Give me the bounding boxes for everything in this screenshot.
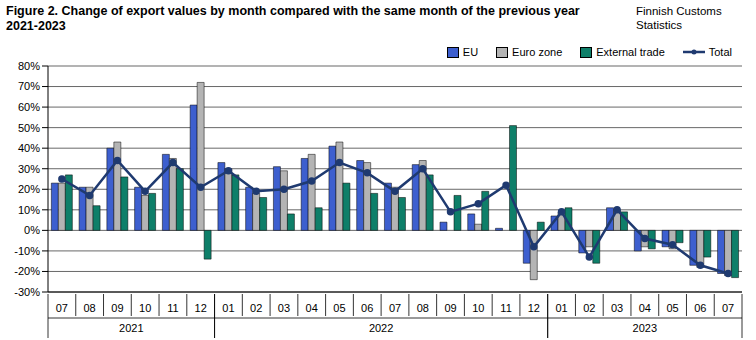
svg-text:20%: 20% [18,183,40,195]
svg-text:06: 06 [361,302,373,314]
svg-text:06: 06 [694,302,706,314]
svg-text:70%: 70% [18,80,40,92]
html-text:External trade: External trade [596,46,665,58]
html-text:EU: EU [462,46,479,58]
svg-text:05: 05 [333,302,345,314]
svg-text:12: 12 [195,302,207,314]
svg-text:10: 10 [139,302,151,314]
svg-text:60%: 60% [18,101,40,113]
svg-text:07: 07 [389,302,401,314]
svg-text:2022: 2022 [369,322,393,334]
svg-text:04: 04 [639,302,651,314]
svg-text:02: 02 [583,302,595,314]
html-text:Total: Total [708,46,732,58]
svg-text:10%: 10% [18,204,40,216]
svg-text:05: 05 [666,302,678,314]
svg-text:2023: 2023 [633,322,657,334]
svg-text:02: 02 [250,302,262,314]
svg-text:40%: 40% [18,142,40,154]
svg-text:-20%: -20% [14,265,40,277]
svg-text:08: 08 [417,302,429,314]
svg-text:08: 08 [84,302,96,314]
svg-text:10: 10 [472,302,484,314]
svg-text:09: 09 [111,302,123,314]
svg-text:30%: 30% [18,163,40,175]
svg-text:50%: 50% [18,122,40,134]
svg-text:-30%: -30% [14,286,40,298]
svg-text:07: 07 [56,302,68,314]
svg-text:01: 01 [555,302,567,314]
svg-text:11: 11 [500,302,511,314]
svg-text:04: 04 [306,302,318,314]
svg-text:12: 12 [528,302,540,314]
svg-text:-10%: -10% [14,245,40,257]
svg-text:0%: 0% [24,224,40,236]
svg-text:09: 09 [444,302,456,314]
html-text:Figure 2. Change of export val: Figure 2. Change of export values by mon… [6,4,580,33]
svg-text:07: 07 [722,302,734,314]
svg-text:11: 11 [167,302,178,314]
html-text:Finnish Customs Statistics: Finnish Customs Statistics [636,5,722,31]
svg-text:03: 03 [278,302,290,314]
svg-text:01: 01 [222,302,234,314]
html-text:Euro zone: Euro zone [512,46,563,58]
svg-text:80%: 80% [18,60,40,72]
svg-text:03: 03 [611,302,623,314]
svg-text:2021: 2021 [119,322,143,334]
